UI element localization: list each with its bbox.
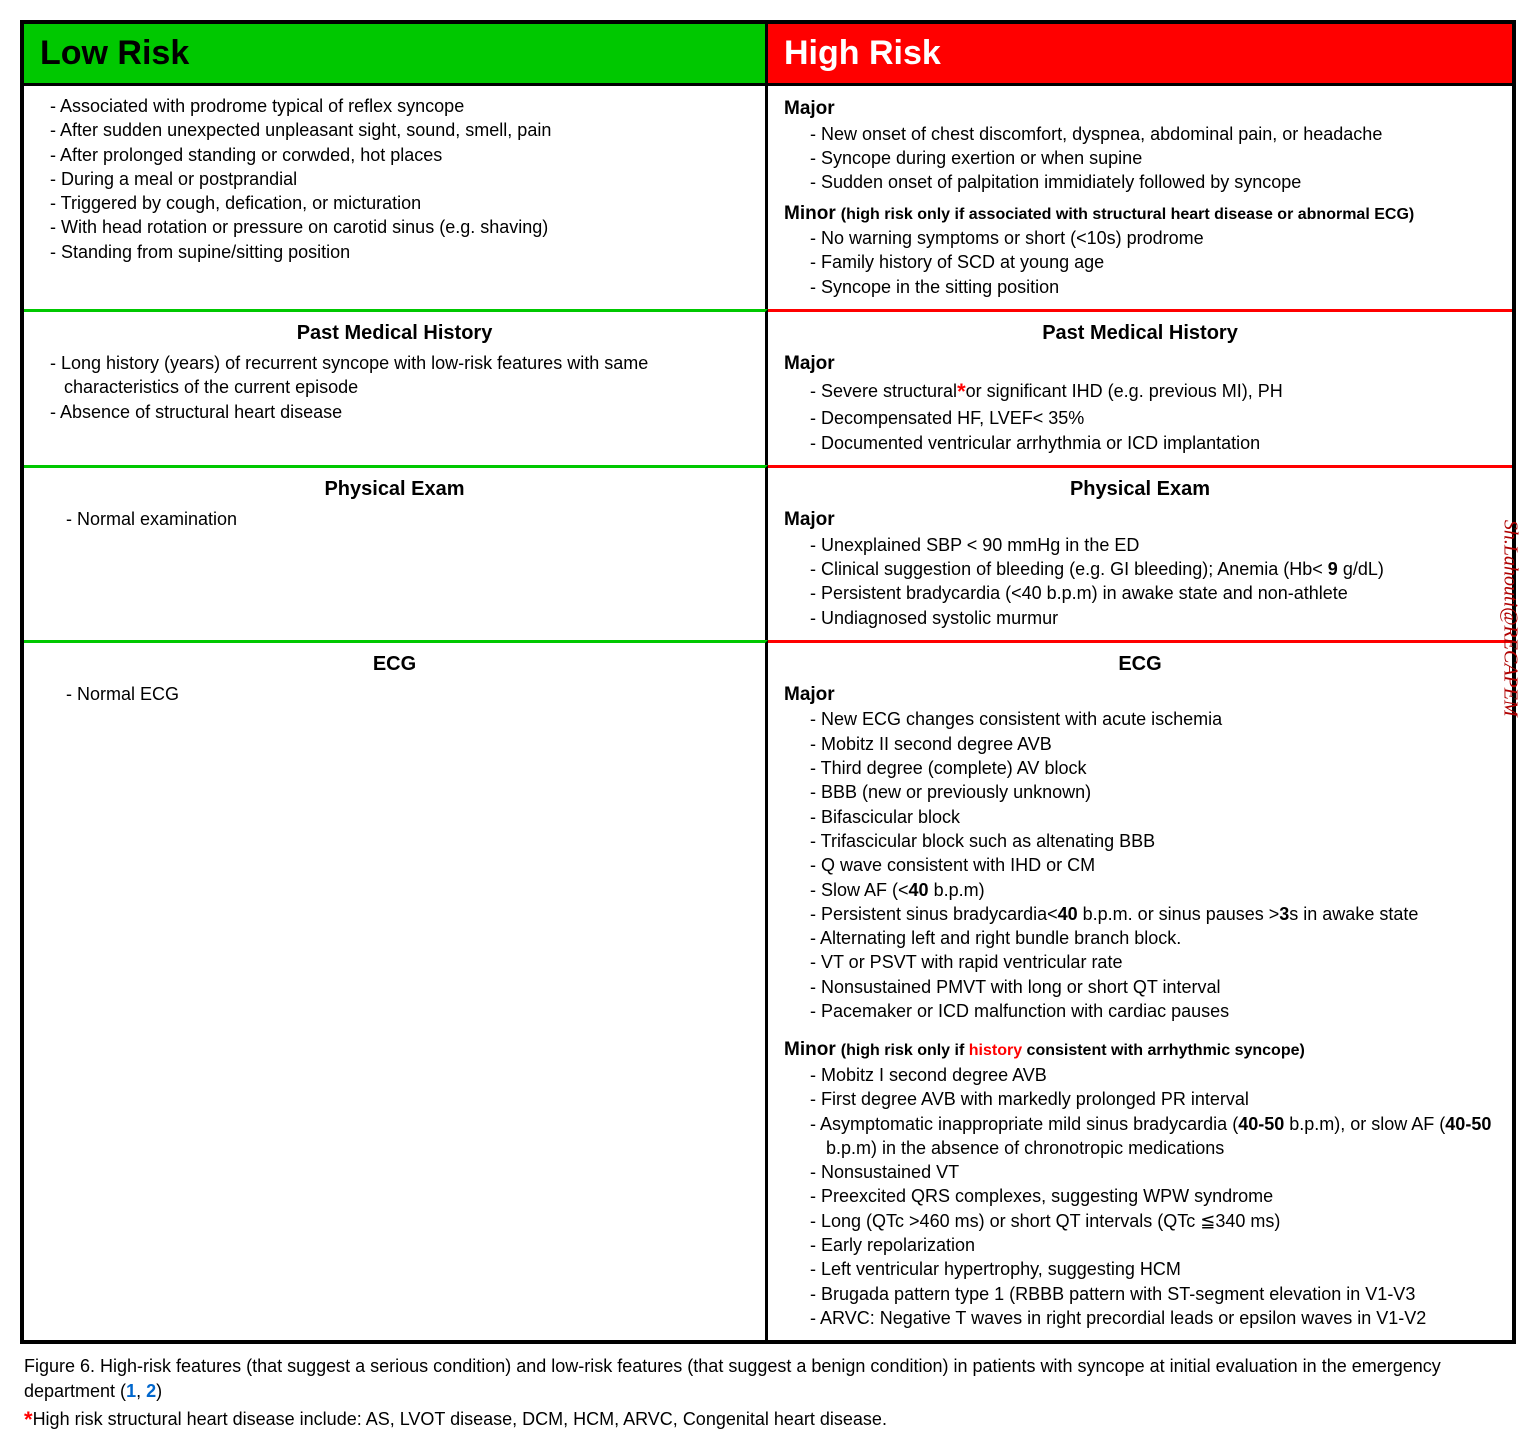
list-item: Normal examination <box>66 507 749 531</box>
list-item: Standing from supine/sitting position <box>50 240 749 264</box>
list-item: Slow AF (<40 b.p.m) <box>810 878 1496 902</box>
list-item: Unexplained SBP < 90 mmHg in the ED <box>810 533 1496 557</box>
header-high-risk: High Risk <box>768 24 1512 83</box>
high-ecg-major-label: Major <box>784 682 1496 708</box>
list-item: After prolonged standing or corwded, hot… <box>50 143 749 167</box>
caption-post: ) <box>156 1381 162 1401</box>
low-ecg-items: Normal ECG <box>66 682 749 706</box>
list-item: First degree AVB with markedly prolonged… <box>810 1087 1496 1111</box>
list-item: Severe structural*or significant IHD (e.… <box>810 377 1496 407</box>
list-item: Brugada pattern type 1 (RBBB pattern wit… <box>810 1282 1496 1306</box>
list-item: Third degree (complete) AV block <box>810 756 1496 780</box>
list-item: Documented ventricular arrhythmia or ICD… <box>810 431 1496 455</box>
high-ecg-cell: ECG Major New ECG changes consistent wit… <box>768 640 1512 1340</box>
high-pmh-title: Past Medical History <box>784 320 1496 347</box>
high-pmh-major-items: Severe structural*or significant IHD (e.… <box>810 377 1496 455</box>
low-pe-title: Physical Exam <box>40 476 749 503</box>
list-item: Q wave consistent with IHD or CM <box>810 853 1496 877</box>
low-ecg-cell: ECG Normal ECG <box>24 640 768 1340</box>
high-pe-cell: Physical Exam Major Unexplained SBP < 90… <box>768 465 1512 640</box>
list-item: New onset of chest discomfort, dyspnea, … <box>810 122 1496 146</box>
list-item: Syncope in the sitting position <box>810 275 1496 299</box>
list-item: Sudden onset of palpitation immidiately … <box>810 170 1496 194</box>
high-pe-title: Physical Exam <box>784 476 1496 503</box>
high-ecg-title: ECG <box>784 651 1496 678</box>
list-item: Preexcited QRS complexes, suggesting WPW… <box>810 1184 1496 1208</box>
caption-ref-2[interactable]: 2 <box>146 1381 156 1401</box>
list-item: New ECG changes consistent with acute is… <box>810 707 1496 731</box>
footnote-text: High risk structural heart disease inclu… <box>33 1409 887 1429</box>
low-ecg-title: ECG <box>40 651 749 678</box>
high-sx-minor-items: No warning symptoms or short (<10s) prod… <box>810 226 1496 299</box>
caption-pre: Figure 6. High-risk features (that sugge… <box>24 1356 1441 1400</box>
list-item: Undiagnosed systolic murmur <box>810 606 1496 630</box>
caption-ref-1[interactable]: 1 <box>126 1381 136 1401</box>
list-item: During a meal or postprandial <box>50 167 749 191</box>
list-item: Nonsustained VT <box>810 1160 1496 1184</box>
list-item: Bifascicular block <box>810 805 1496 829</box>
list-item: Alternating left and right bundle branch… <box>810 926 1496 950</box>
list-item: Long history (years) of recurrent syncop… <box>50 351 749 400</box>
low-pe-cell: Physical Exam Normal examination <box>24 465 768 640</box>
low-sx-cell: Associated with prodrome typical of refl… <box>24 83 768 309</box>
high-ecg-minor-paren: (high risk only if history consistent wi… <box>841 1042 1305 1059</box>
list-item: Early repolarization <box>810 1233 1496 1257</box>
list-item: Mobitz I second degree AVB <box>810 1063 1496 1087</box>
figure-container: Low Risk High Risk Associated with prodr… <box>20 20 1516 1344</box>
high-ecg-minor-items: Mobitz I second degree AVBFirst degree A… <box>810 1063 1496 1330</box>
list-item: Clinical suggestion of bleeding (e.g. GI… <box>810 557 1496 581</box>
high-ecg-major-items: New ECG changes consistent with acute is… <box>810 707 1496 1023</box>
list-item: Asymptomatic inappropriate mild sinus br… <box>810 1112 1496 1161</box>
footnote: *High risk structural heart disease incl… <box>20 1407 1516 1433</box>
high-sx-major-label: Major <box>784 96 1496 122</box>
list-item: Persistent bradycardia (<40 b.p.m) in aw… <box>810 581 1496 605</box>
high-ecg-minor-label: Minor <box>784 1039 836 1060</box>
low-pe-items: Normal examination <box>66 507 749 531</box>
list-item: Absence of structural heart disease <box>50 400 749 424</box>
list-item: VT or PSVT with rapid ventricular rate <box>810 950 1496 974</box>
list-item: Associated with prodrome typical of refl… <box>50 94 749 118</box>
low-sx-items: Associated with prodrome typical of refl… <box>50 94 749 264</box>
high-pmh-major-label: Major <box>784 351 1496 377</box>
list-item: Persistent sinus bradycardia<40 b.p.m. o… <box>810 902 1496 926</box>
high-sx-minor-paren: (high risk only if associated with struc… <box>841 206 1414 223</box>
list-item: Long (QTc >460 ms) or short QT intervals… <box>810 1209 1496 1233</box>
list-item: ARVC: Negative T waves in right precordi… <box>810 1306 1496 1330</box>
list-item: Mobitz II second degree AVB <box>810 732 1496 756</box>
high-sx-minor-label: Minor <box>784 203 836 224</box>
low-pmh-title: Past Medical History <box>40 320 749 347</box>
high-pe-major-items: Unexplained SBP < 90 mmHg in the EDClini… <box>810 533 1496 630</box>
list-item: Nonsustained PMVT with long or short QT … <box>810 975 1496 999</box>
footnote-star: * <box>24 1407 33 1432</box>
caption-sep: , <box>136 1381 146 1401</box>
high-sx-major-items: New onset of chest discomfort, dyspnea, … <box>810 122 1496 195</box>
high-pe-major-label: Major <box>784 507 1496 533</box>
list-item: No warning symptoms or short (<10s) prod… <box>810 226 1496 250</box>
list-item: Decompensated HF, LVEF< 35% <box>810 406 1496 430</box>
list-item: Normal ECG <box>66 682 749 706</box>
high-sx-cell: Major New onset of chest discomfort, dys… <box>768 83 1512 309</box>
list-item: After sudden unexpected unpleasant sight… <box>50 118 749 142</box>
low-pmh-items: Long history (years) of recurrent syncop… <box>50 351 749 424</box>
list-item: Trifascicular block such as altenating B… <box>810 829 1496 853</box>
header-low-risk: Low Risk <box>24 24 768 83</box>
list-item: Left ventricular hypertrophy, suggesting… <box>810 1257 1496 1281</box>
high-pmh-cell: Past Medical History Major Severe struct… <box>768 309 1512 465</box>
list-item: With head rotation or pressure on caroti… <box>50 215 749 239</box>
low-pmh-cell: Past Medical History Long history (years… <box>24 309 768 465</box>
figure-caption: Figure 6. High-risk features (that sugge… <box>20 1354 1516 1403</box>
list-item: Syncope during exertion or when supine <box>810 146 1496 170</box>
list-item: Pacemaker or ICD malfunction with cardia… <box>810 999 1496 1023</box>
risk-table: Low Risk High Risk Associated with prodr… <box>20 20 1516 1344</box>
list-item: Triggered by cough, defication, or mictu… <box>50 191 749 215</box>
list-item: BBB (new or previously unknown) <box>810 780 1496 804</box>
credit-text: Sh.Lahouti@RECAPEM <box>1499 519 1522 716</box>
list-item: Family history of SCD at young age <box>810 250 1496 274</box>
